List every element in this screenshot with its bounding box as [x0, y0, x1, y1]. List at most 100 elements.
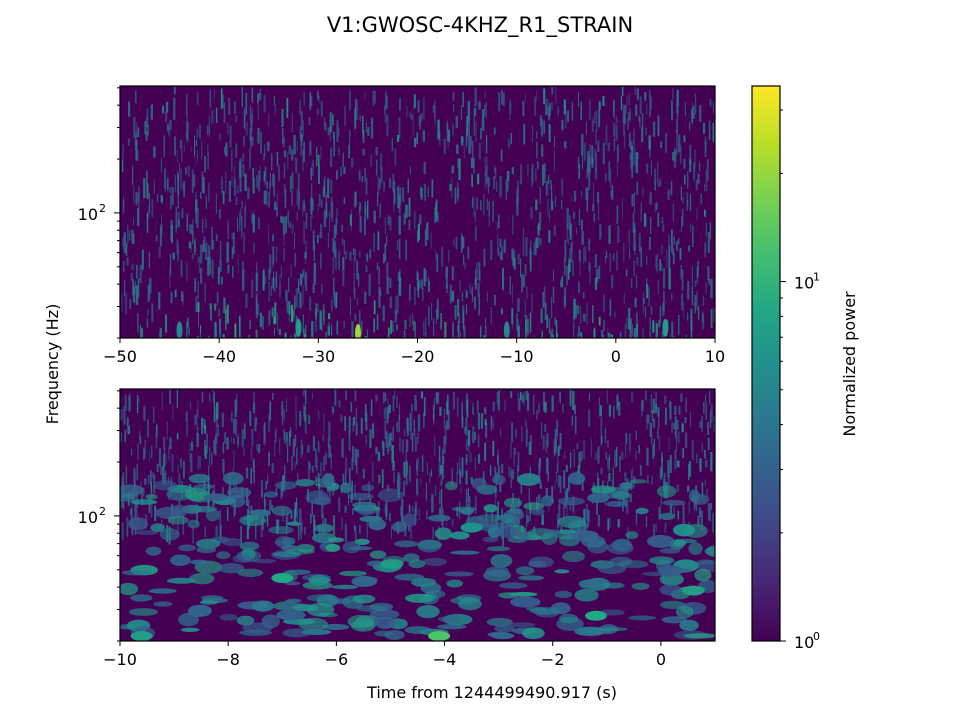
- heatmap-cell: [134, 90, 137, 104]
- heatmap-cell: [578, 579, 604, 589]
- heatmap-cell: [310, 514, 312, 524]
- heatmap-cell: [604, 255, 606, 263]
- heatmap-cell: [378, 266, 380, 285]
- heatmap-cell: [541, 144, 544, 157]
- heatmap-cell: [500, 428, 502, 437]
- heatmap-cell: [712, 513, 714, 533]
- heatmap-cell: [300, 522, 302, 536]
- heatmap-cell: [309, 140, 312, 156]
- heatmap-cell: [501, 246, 504, 261]
- heatmap-cell: [140, 328, 143, 337]
- heatmap-cell: [232, 468, 234, 476]
- heatmap-cell: [258, 444, 261, 453]
- heatmap-cell: [533, 242, 536, 256]
- heatmap-cell: [694, 280, 697, 287]
- heatmap-cell: [437, 392, 440, 404]
- heatmap-cell: [466, 499, 468, 509]
- heatmap-cell: [677, 238, 680, 245]
- heatmap-cell: [608, 161, 610, 182]
- heatmap-cell: [335, 292, 338, 308]
- heatmap-cell: [130, 449, 133, 456]
- heatmap-cell: [320, 252, 322, 270]
- heatmap-cell: [667, 460, 670, 478]
- heatmap-cell: [354, 191, 357, 207]
- heatmap-cell: [437, 119, 440, 140]
- heatmap-cell: [149, 451, 150, 462]
- heatmap-cell: [147, 284, 150, 302]
- heatmap-cell: [418, 279, 421, 289]
- heatmap-cell: [386, 484, 390, 492]
- heatmap-cell: [590, 438, 592, 458]
- heatmap-cell: [551, 296, 553, 319]
- heatmap-cell: [517, 473, 541, 486]
- heatmap-cell: [713, 308, 715, 323]
- heatmap-cell: [698, 306, 700, 320]
- heatmap-cell: [414, 137, 417, 148]
- heatmap-cell: [120, 484, 144, 496]
- heatmap-cell: [212, 390, 214, 404]
- heatmap-cell: [253, 392, 255, 411]
- heatmap-cell: [499, 238, 502, 248]
- heatmap-cell: [303, 199, 305, 209]
- heatmap-cell: [322, 473, 335, 487]
- heatmap-cell: [219, 318, 222, 338]
- heatmap-cell: [364, 291, 367, 304]
- heatmap-cell: [366, 329, 369, 338]
- heatmap-cell: [687, 281, 690, 300]
- heatmap-cell: [422, 130, 425, 142]
- heatmap-cell: [197, 426, 199, 439]
- heatmap-cell: [447, 141, 449, 150]
- heatmap-cell: [460, 486, 462, 493]
- heatmap-cell: [320, 100, 323, 117]
- heatmap-cell: [561, 276, 564, 288]
- heatmap-cell: [462, 304, 465, 324]
- heatmap-cell: [710, 278, 713, 299]
- heatmap-cell: [264, 144, 266, 157]
- heatmap-cell: [204, 446, 207, 459]
- heatmap-cell: [362, 129, 365, 143]
- heatmap-cell: [362, 115, 364, 135]
- heatmap-cell: [364, 335, 367, 338]
- heatmap-cell: [658, 506, 661, 520]
- heatmap-cell: [271, 277, 274, 289]
- heatmap-cell: [180, 627, 200, 632]
- heatmap-cell: [485, 326, 487, 338]
- heatmap-cell: [575, 531, 598, 536]
- heatmap-cell: [340, 482, 352, 494]
- heatmap-cell: [330, 453, 332, 469]
- heatmap-cell: [236, 394, 238, 412]
- heatmap-cell: [664, 522, 667, 530]
- heatmap-cell: [349, 90, 351, 111]
- heatmap-cell: [260, 521, 263, 538]
- heatmap-cell: [398, 474, 401, 490]
- heatmap-cell: [196, 302, 199, 312]
- heatmap-cell: [338, 497, 341, 513]
- heatmap-cell: [396, 421, 399, 432]
- heatmap-cell: [151, 445, 153, 459]
- heatmap-cell: [182, 182, 185, 192]
- heatmap-cell: [161, 214, 162, 227]
- heatmap-cell: [151, 198, 154, 218]
- heatmap-cell: [386, 95, 388, 109]
- heatmap-cell: [522, 274, 526, 288]
- heatmap-cell: [597, 446, 600, 464]
- heatmap-cell: [671, 539, 687, 547]
- heatmap-cell: [494, 466, 497, 482]
- heatmap-cell: [120, 409, 123, 421]
- heatmap-cell: [147, 419, 149, 438]
- heatmap-cell: [160, 194, 163, 202]
- heatmap-cell: [324, 117, 326, 130]
- heatmap-cell: [411, 433, 414, 453]
- heatmap-cell: [263, 153, 265, 160]
- heatmap-cell: [688, 489, 701, 503]
- heatmap-cell: [696, 290, 698, 310]
- heatmap-cell: [705, 545, 715, 557]
- heatmap-cell: [264, 275, 267, 284]
- heatmap-cell: [452, 391, 455, 410]
- heatmap-cell: [608, 472, 611, 482]
- heatmap-cell: [227, 220, 229, 240]
- heatmap-cell: [201, 418, 203, 435]
- heatmap-cell: [608, 225, 611, 244]
- heatmap-cell: [348, 431, 351, 451]
- heatmap-cell: [689, 193, 692, 211]
